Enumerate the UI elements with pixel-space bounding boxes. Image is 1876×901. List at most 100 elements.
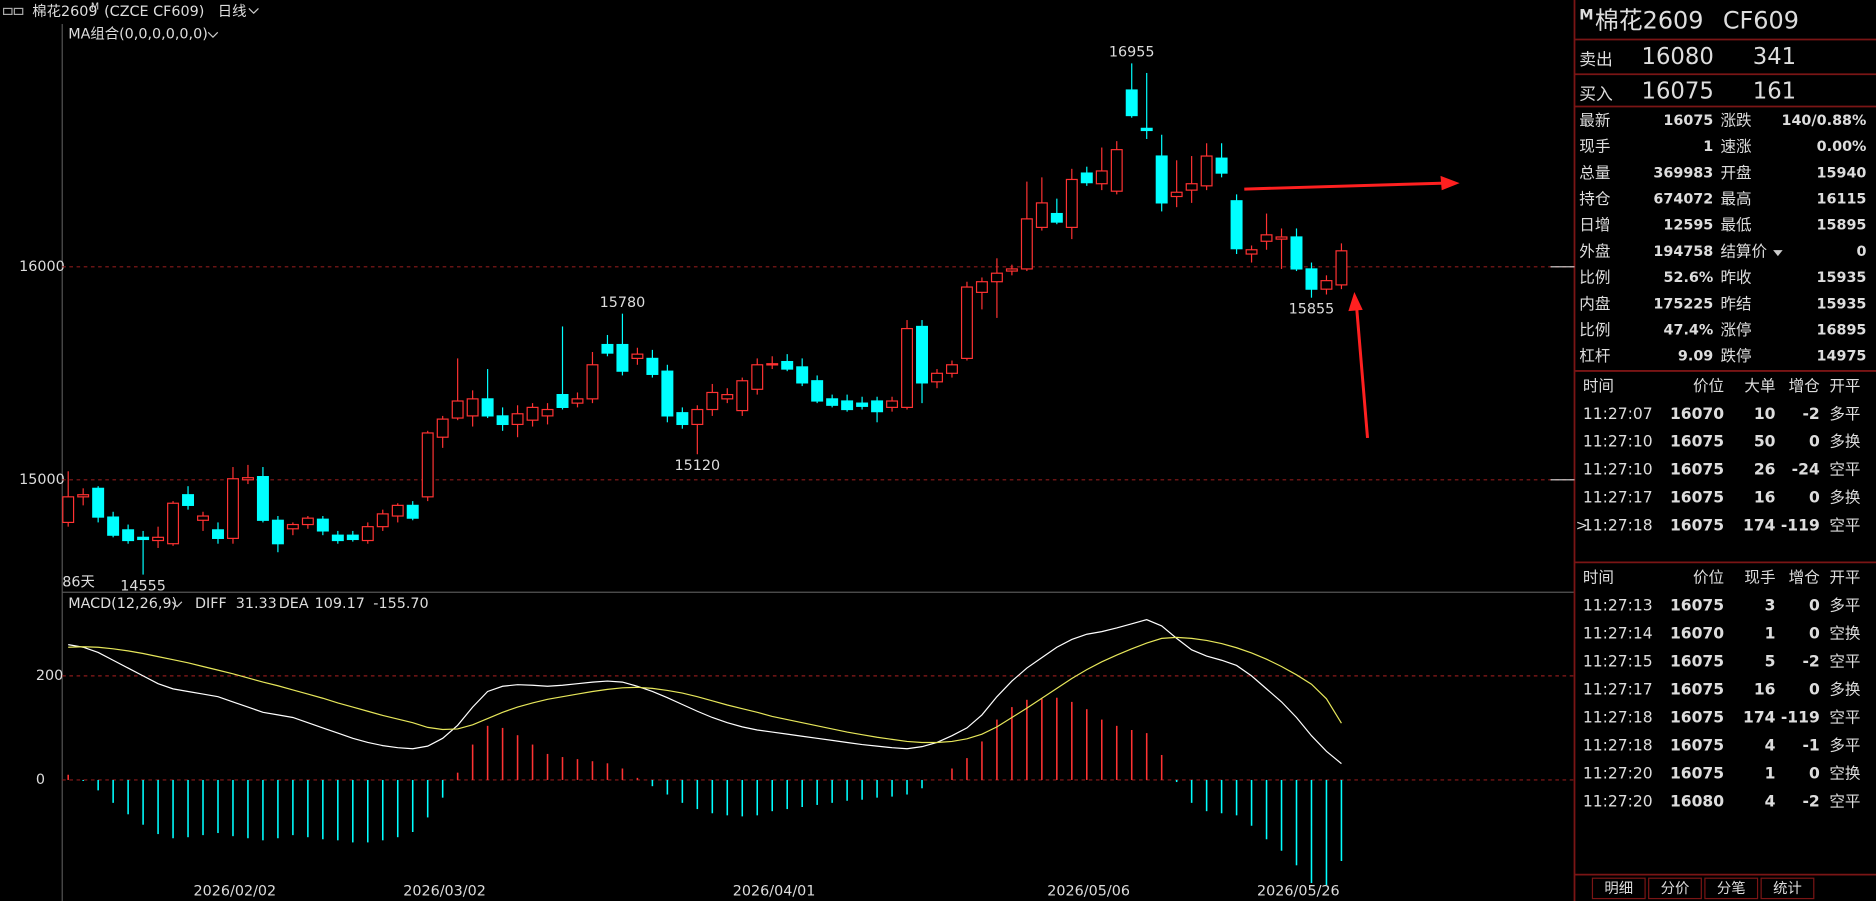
candle-body [182, 494, 195, 506]
candle-body [376, 513, 389, 528]
candle-body [1290, 236, 1303, 270]
table-cell: 11:27:07 [1583, 405, 1653, 423]
table-cell: 16075 [1670, 764, 1724, 782]
table-cell: 0 [1809, 488, 1820, 506]
period-selector[interactable]: 日线 [218, 3, 247, 20]
x-tick-label: 2026/03/02 [403, 883, 486, 899]
table-cell: 16080 [1670, 792, 1724, 810]
ask-price: 16080 [1642, 44, 1714, 70]
table-cell: 多换 [1829, 433, 1861, 451]
candle-body [841, 400, 854, 411]
chevron [248, 7, 259, 15]
tab[interactable] [1760, 877, 1815, 900]
stat-value: 15935 [1817, 270, 1867, 286]
x-tick-label: 2026/02/02 [193, 883, 276, 899]
arrow [1355, 308, 1370, 439]
stat-value: 175225 [1653, 296, 1713, 312]
table-header: 时间 [1583, 568, 1614, 586]
candle-body [766, 363, 779, 366]
stat-label: 涨停 [1720, 321, 1751, 339]
candle-body [226, 478, 239, 539]
layout-icon[interactable] [13, 7, 24, 16]
table-cell: 10 [1754, 405, 1776, 423]
table-header: 大单 [1744, 377, 1775, 395]
readout-value: -155.70 [373, 596, 428, 612]
dropdown-icon[interactable] [1773, 250, 1783, 257]
table-cell: 多平 [1829, 596, 1860, 614]
candle-body [391, 504, 404, 517]
stat-label: 杠杆 [1579, 347, 1610, 365]
candle-body [107, 516, 120, 536]
tab[interactable] [1648, 877, 1702, 900]
table-cell: 174 [1743, 708, 1776, 726]
quote-badge: M [1579, 8, 1593, 24]
stat-label: 比例 [1579, 269, 1610, 287]
candle-body [1200, 155, 1213, 187]
candle-body [975, 281, 988, 293]
macd-line [68, 636, 1342, 744]
x-tick-label: 2026/05/06 [1047, 883, 1130, 899]
arrow-head [1348, 291, 1363, 312]
candle-body [1245, 249, 1258, 255]
stat-label: 涨跌 [1720, 111, 1752, 129]
macd-title[interactable]: MACD(12,26,9) [68, 596, 177, 612]
candle-body [122, 529, 135, 542]
table-cell: 11:27:17 [1583, 680, 1653, 698]
table-cell: 11:27:13 [1583, 596, 1653, 614]
table-cell: 1 [1765, 624, 1776, 642]
stat-value: 16075 [1663, 113, 1713, 129]
table-cell: 11:27:15 [1583, 652, 1653, 670]
stat-label: 现手 [1579, 138, 1610, 156]
candle-body [496, 415, 509, 426]
tab-label[interactable]: 统计 [1773, 880, 1802, 897]
table-cell: -119 [1781, 708, 1820, 726]
tab-label[interactable]: 分价 [1661, 880, 1690, 897]
candle-body [886, 400, 899, 408]
table-cell: 3 [1765, 596, 1776, 614]
candle-body [271, 519, 284, 545]
candle-body [1050, 212, 1063, 223]
table-cell: 空平 [1829, 708, 1860, 726]
bid-price: 16075 [1642, 79, 1714, 105]
stat-label: 外盘 [1579, 241, 1610, 260]
candle-body [406, 504, 419, 519]
indicator-label[interactable]: MA组合(0,0,0,0,0,0) [68, 26, 208, 43]
layout-icon[interactable] [2, 7, 13, 16]
stat-value: 52.6% [1664, 270, 1714, 286]
arrow-head [1440, 175, 1460, 191]
table-cell: 空平 [1829, 516, 1860, 534]
table-cell: 16 [1754, 680, 1776, 698]
bid-label: 买入 [1579, 84, 1613, 104]
table-cell: 4 [1765, 792, 1776, 810]
candle-body [1035, 202, 1048, 228]
stat-label: 昨收 [1720, 269, 1751, 287]
candle-body [736, 380, 749, 412]
x-tick-label: 2026/05/26 [1257, 883, 1340, 899]
candle-body [197, 515, 209, 521]
table-cell: 11:27:18 [1583, 516, 1653, 534]
tab[interactable] [1591, 877, 1646, 900]
candle-body [616, 343, 629, 372]
candle-body [871, 400, 884, 413]
stat-label: 跌停 [1720, 347, 1751, 365]
tab-label[interactable]: 明细 [1604, 880, 1633, 897]
tab[interactable] [1704, 877, 1759, 900]
candle-body [1260, 234, 1273, 242]
y-tick-label: 16000 [19, 259, 65, 275]
header-symbol: 棉花2609 [32, 3, 97, 20]
tab-label[interactable]: 分笔 [1717, 880, 1746, 897]
table-cell: 11:27:14 [1583, 624, 1653, 642]
candle-body [1140, 127, 1153, 132]
stat-value: 16895 [1817, 322, 1867, 338]
row-marker: > [1576, 518, 1588, 534]
candle-body [361, 526, 374, 542]
candle-body [601, 343, 614, 354]
table-cell: 16075 [1670, 433, 1724, 451]
stat-value: 1 [1703, 139, 1713, 155]
table-cell: 26 [1754, 461, 1776, 479]
bar-count: 86天 [62, 575, 95, 591]
candle-body [436, 418, 449, 438]
table-cell: -2 [1802, 652, 1819, 670]
candle-body [661, 370, 674, 417]
